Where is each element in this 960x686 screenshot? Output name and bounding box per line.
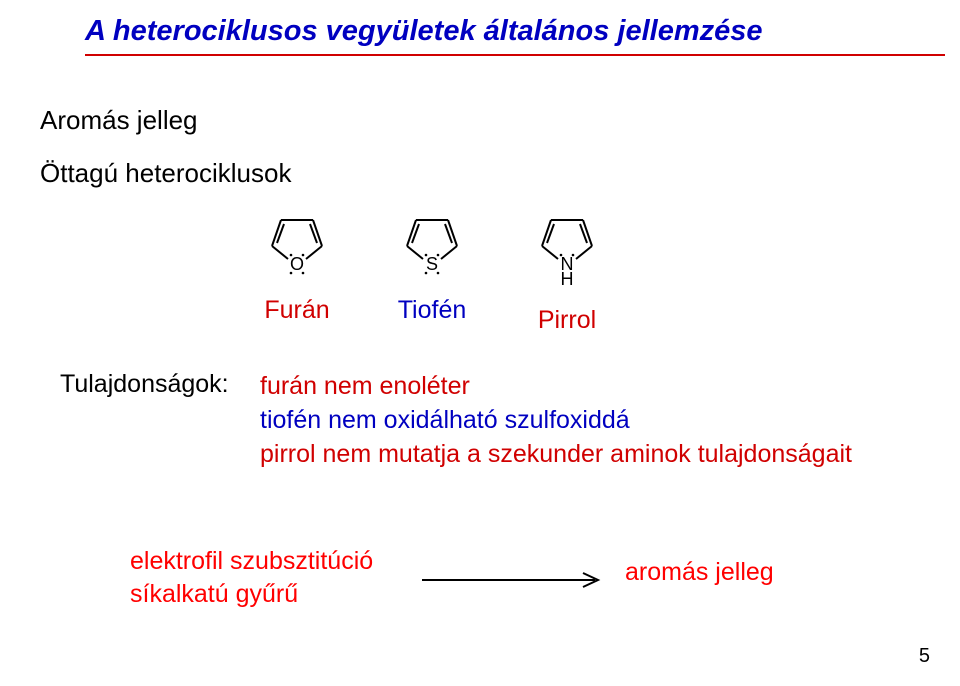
slide: A heterociklusos vegyületek általános je…	[0, 0, 960, 686]
ring-structure-icon: S	[392, 210, 472, 290]
structure-label: Pirrol	[538, 306, 596, 335]
svg-text:S: S	[426, 254, 438, 274]
ring-structure-icon: N H	[527, 210, 607, 300]
svg-text:H: H	[561, 269, 574, 289]
subheading-aromas: Aromás jelleg	[40, 105, 198, 136]
properties-row: Tulajdonságok: furán nem enolétertiofén …	[60, 370, 852, 471]
properties-lines: furán nem enolétertiofén nem oxidálható …	[260, 370, 852, 471]
structure-label: Tiofén	[398, 296, 467, 325]
svg-text:O: O	[290, 254, 304, 274]
page-title: A heterociklusos vegyületek általános je…	[85, 15, 763, 48]
property-line: furán nem enoléter	[260, 370, 852, 404]
structure-furán: O Furán	[257, 210, 337, 335]
bottom-left-text: elektrofil szubsztitúció síkalkatú gyűrű	[130, 545, 373, 610]
property-line: tiofén nem oxidálható szulfoxiddá	[260, 404, 852, 438]
structure-pirrol: N H Pirrol	[527, 210, 607, 335]
structure-label: Furán	[264, 296, 329, 325]
bottom-right-text: aromás jelleg	[625, 558, 774, 587]
bottom-left-line2: síkalkatú gyűrű	[130, 578, 373, 611]
ring-structure-icon: O	[257, 210, 337, 290]
structure-tiofén: S Tiofén	[392, 210, 472, 335]
arrow-icon	[420, 570, 610, 590]
bottom-left-line1: elektrofil szubsztitúció	[130, 545, 373, 578]
properties-label: Tulajdonságok:	[60, 370, 260, 399]
subheading-ottagu: Öttagú heterociklusok	[40, 158, 291, 189]
structures-row: O Furán S Tiofén N H Pirrol	[257, 210, 607, 335]
title-underline	[85, 54, 945, 56]
page-number: 5	[919, 645, 930, 668]
property-line: pirrol nem mutatja a szekunder aminok tu…	[260, 438, 852, 472]
